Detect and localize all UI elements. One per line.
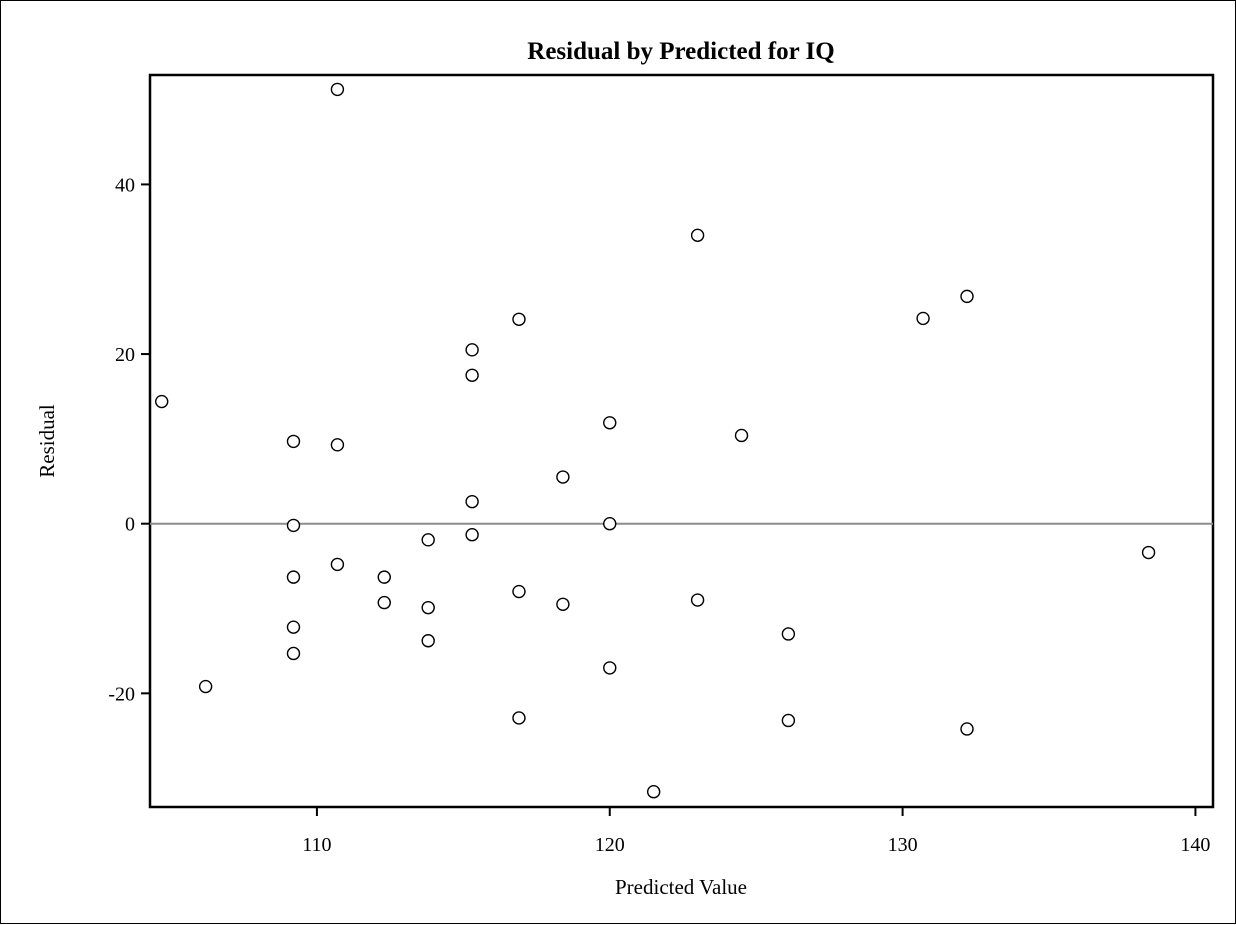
data-point	[690, 228, 705, 243]
y-axis-ticks: -20 0 20 40	[108, 174, 150, 705]
x-tick-label: 140	[1180, 834, 1210, 856]
data-point	[155, 394, 169, 409]
data-point	[377, 595, 391, 610]
data-point	[465, 368, 479, 382]
data-point	[330, 82, 345, 97]
x-tick-label: 130	[888, 834, 918, 856]
data-points	[155, 82, 1156, 799]
data-point	[377, 570, 391, 584]
x-tick-label: 120	[595, 834, 625, 856]
data-point	[512, 584, 526, 599]
data-point	[286, 518, 301, 533]
data-point	[512, 711, 526, 725]
data-point	[603, 516, 617, 531]
y-tick-label: 40	[115, 174, 135, 196]
data-point	[603, 416, 617, 430]
data-point	[465, 494, 479, 509]
data-point	[198, 679, 213, 694]
data-point	[512, 312, 526, 326]
data-point	[690, 593, 705, 607]
y-axis-label: Residual	[35, 404, 59, 478]
data-point	[330, 557, 345, 572]
data-point	[330, 438, 345, 452]
data-point	[1141, 545, 1156, 560]
data-point	[286, 620, 301, 634]
x-axis-label: Predicted Value	[615, 875, 747, 899]
data-point	[734, 428, 749, 443]
data-point	[556, 470, 570, 484]
y-tick-label: 20	[115, 344, 135, 366]
data-point	[781, 627, 796, 641]
data-point	[646, 785, 661, 799]
data-point	[286, 570, 301, 584]
data-point	[960, 722, 974, 736]
plot-area	[148, 73, 1215, 809]
data-point	[286, 434, 301, 449]
x-tick-label: 110	[302, 834, 331, 856]
data-point	[421, 600, 435, 615]
chart-title: Residual by Predicted for IQ	[527, 38, 834, 65]
y-tick-label: 0	[125, 514, 135, 536]
data-point	[556, 597, 570, 611]
data-point	[286, 646, 301, 661]
data-point	[465, 528, 479, 542]
x-axis-ticks: 110 120 130 140	[302, 807, 1210, 856]
data-point	[465, 343, 479, 357]
data-point	[916, 311, 930, 326]
data-point	[781, 713, 796, 728]
data-point	[960, 289, 974, 304]
y-tick-label: -20	[108, 683, 135, 705]
data-point	[421, 634, 435, 648]
data-point	[421, 533, 435, 547]
data-point	[603, 661, 617, 675]
